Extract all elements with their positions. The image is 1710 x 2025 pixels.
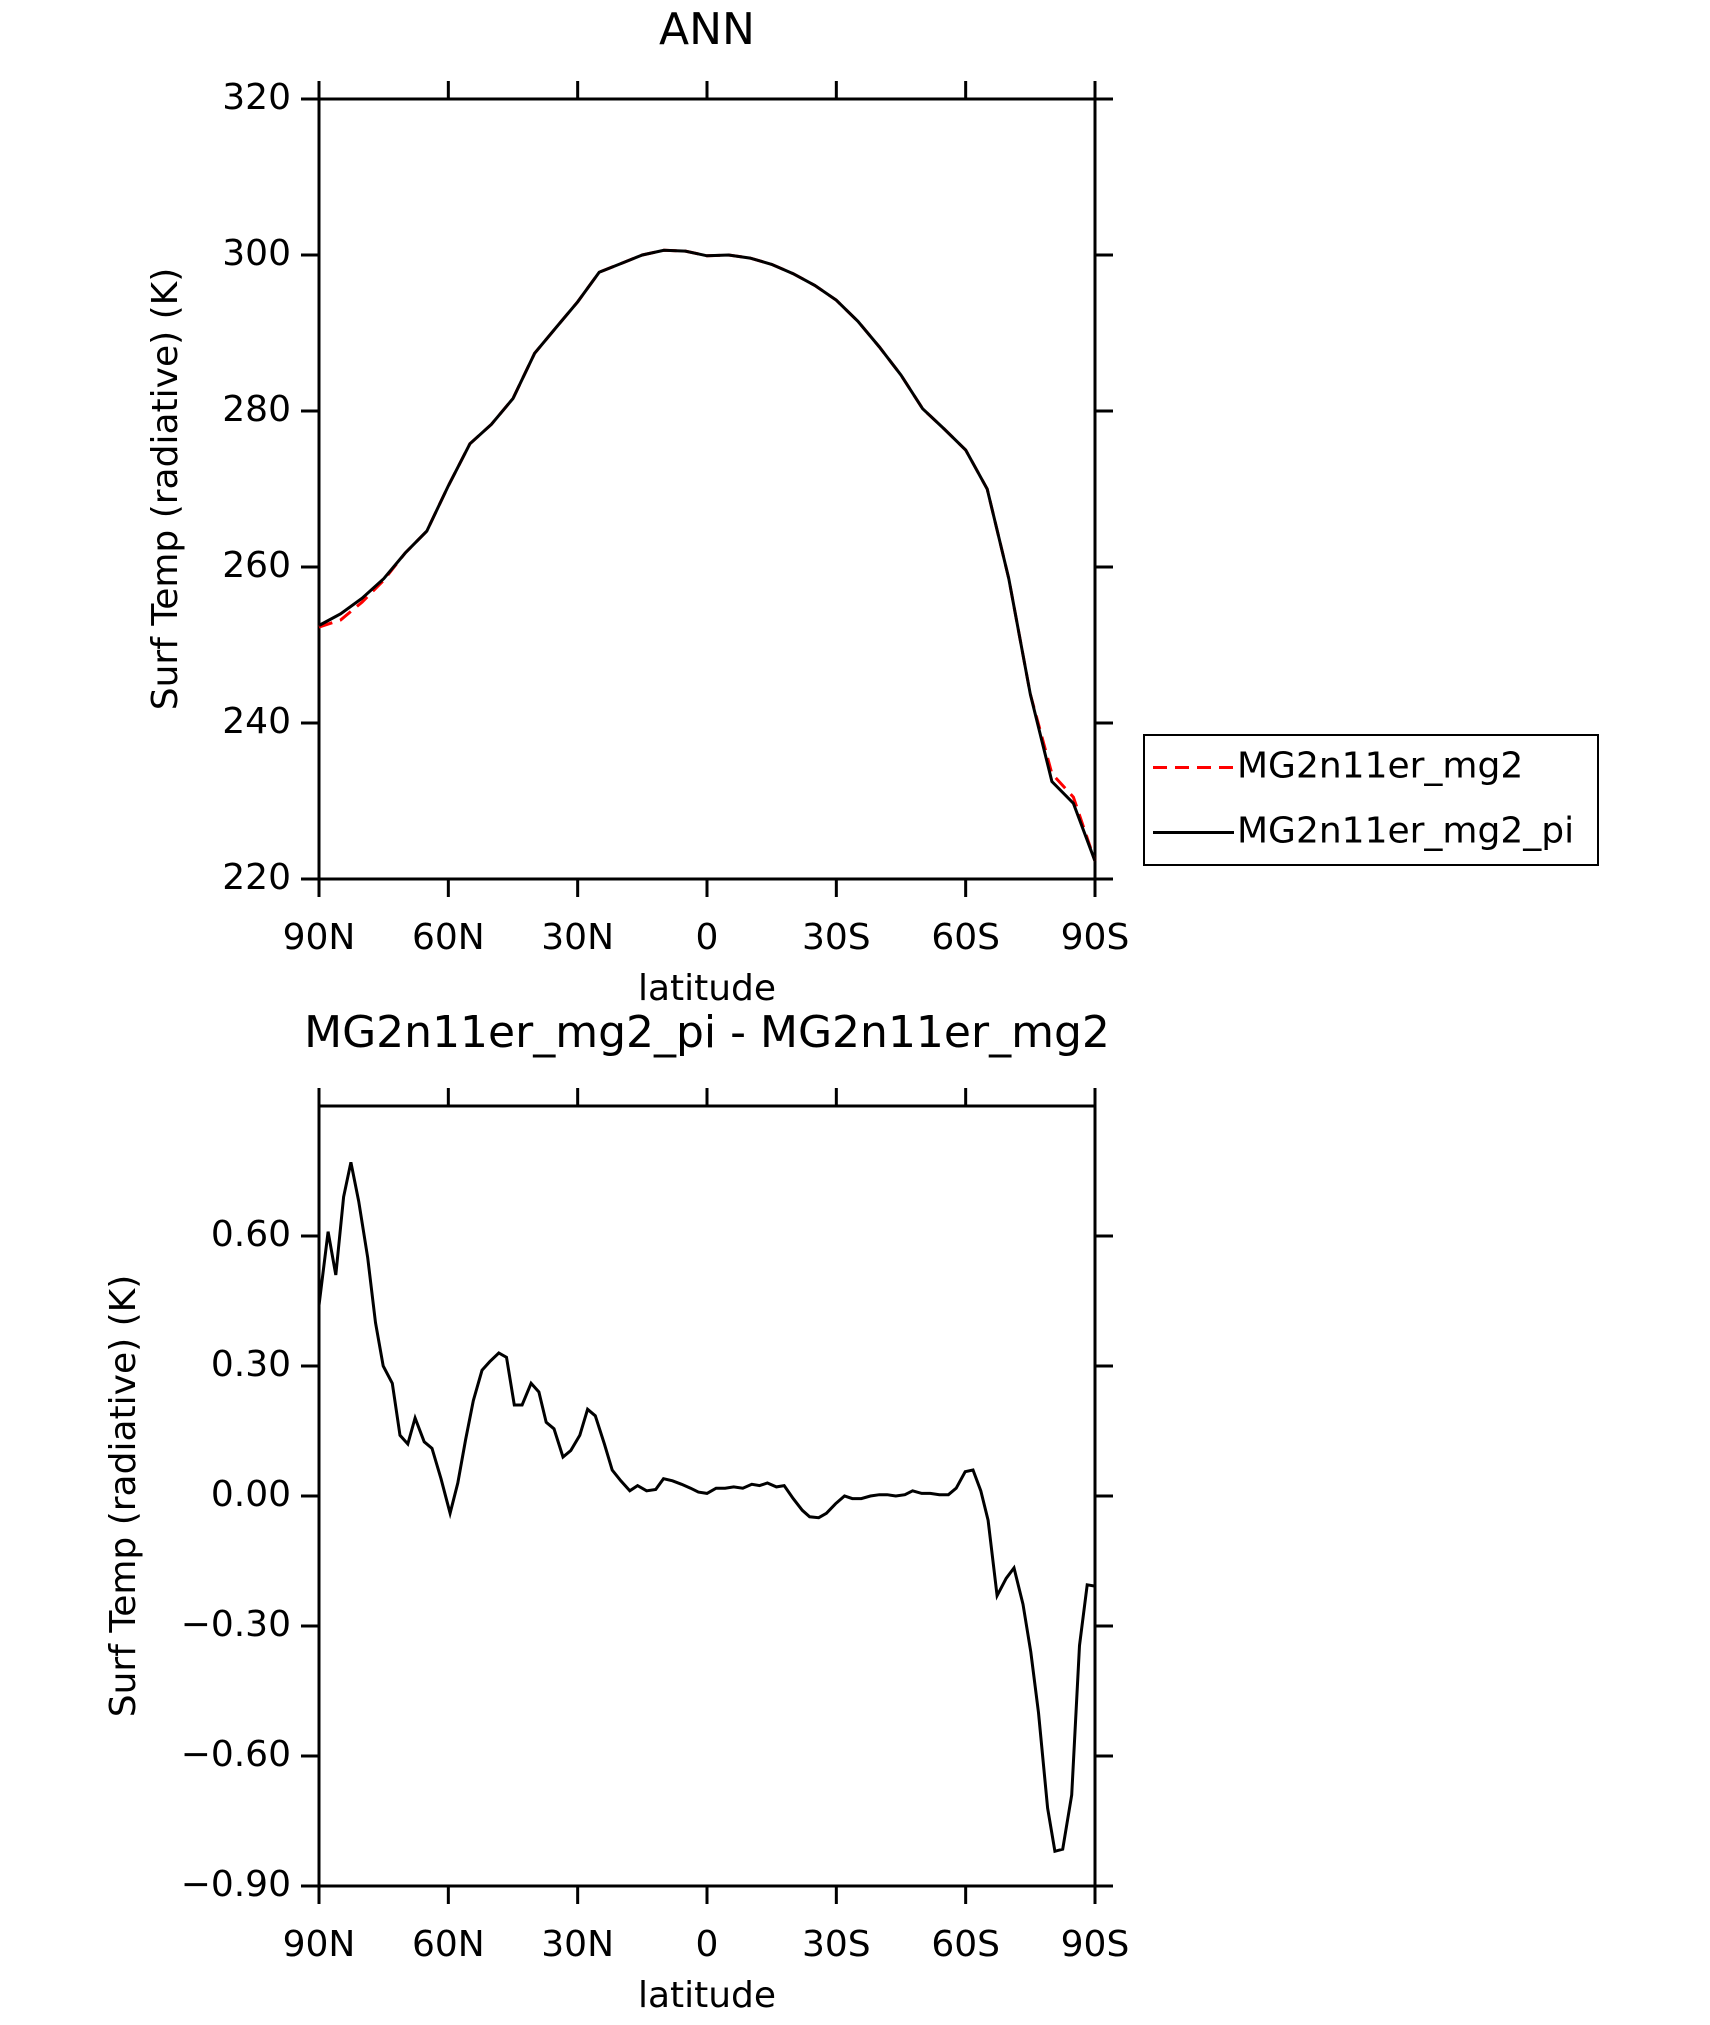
y-tick-label: 280 bbox=[222, 389, 291, 430]
x-tick-label: 60N bbox=[412, 917, 485, 958]
x-tick-label: 90S bbox=[1061, 1924, 1130, 1965]
y-tick-label: 300 bbox=[222, 233, 291, 274]
y-tick-label: 220 bbox=[222, 857, 291, 898]
y-axis-label: Surf Temp (radiative) (K) bbox=[103, 1275, 144, 1718]
y-tick-label: −0.30 bbox=[181, 1604, 291, 1645]
x-axis-label: latitude bbox=[638, 1975, 776, 2016]
y-tick-label: 240 bbox=[222, 701, 291, 742]
x-tick-label: 30S bbox=[802, 917, 871, 958]
data-line bbox=[318, 248, 1097, 862]
data-line bbox=[317, 1161, 1096, 1854]
x-tick-label: 60S bbox=[931, 917, 1000, 958]
y-axis-label: Surf Temp (radiative) (K) bbox=[145, 268, 186, 711]
legend-label: MG2n11er_mg2_pi bbox=[1237, 811, 1574, 852]
x-tick-label: 90N bbox=[283, 917, 356, 958]
y-tick-label: 0.00 bbox=[211, 1474, 291, 1515]
x-tick-label: 60S bbox=[931, 1924, 1000, 1965]
plot-frame bbox=[317, 1104, 1097, 1888]
legend-label: MG2n11er_mg2 bbox=[1237, 746, 1523, 787]
x-tick-label: 30N bbox=[541, 917, 614, 958]
chart-title: MG2n11er_mg2_pi - MG2n11er_mg2 bbox=[304, 1007, 1110, 1058]
x-tick-label: 0 bbox=[696, 1924, 719, 1965]
x-tick-label: 30N bbox=[541, 1924, 614, 1965]
y-tick-label: 320 bbox=[222, 77, 291, 118]
legend-box bbox=[1143, 734, 1599, 866]
data-line bbox=[318, 248, 1097, 862]
y-tick-label: 260 bbox=[222, 545, 291, 586]
y-tick-label: 0.30 bbox=[211, 1344, 291, 1385]
y-tick-label: −0.60 bbox=[181, 1734, 291, 1775]
x-tick-label: 60N bbox=[412, 1924, 485, 1965]
x-tick-label: 0 bbox=[696, 917, 719, 958]
x-axis-label: latitude bbox=[638, 968, 776, 1009]
chart-title: ANN bbox=[659, 4, 755, 55]
y-tick-label: 0.60 bbox=[211, 1214, 291, 1255]
x-tick-label: 30S bbox=[802, 1924, 871, 1965]
x-tick-label: 90N bbox=[283, 1924, 356, 1965]
plot-frame bbox=[317, 97, 1097, 881]
x-tick-label: 90S bbox=[1061, 917, 1130, 958]
y-tick-label: −0.90 bbox=[181, 1864, 291, 1905]
